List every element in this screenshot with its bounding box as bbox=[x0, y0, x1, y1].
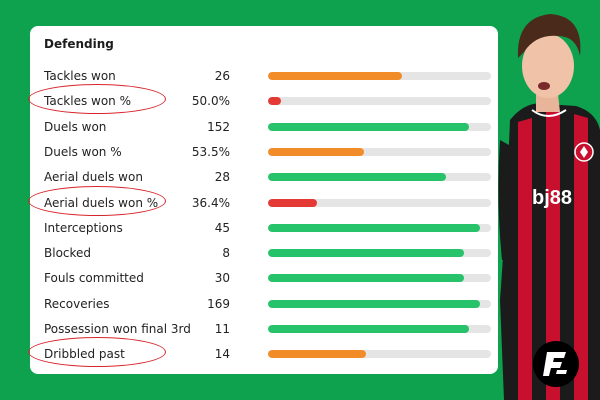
stat-bar-fill bbox=[268, 147, 364, 156]
stat-bar-track bbox=[268, 173, 491, 182]
stat-value: 152 bbox=[207, 119, 230, 134]
stat-bar-fill bbox=[268, 223, 480, 232]
stat-bar-track bbox=[268, 299, 491, 308]
stat-row: Duels won 152 bbox=[30, 117, 498, 139]
stat-row: Dribbled past 14 bbox=[28, 337, 498, 368]
stat-label: Fouls committed bbox=[44, 271, 144, 286]
stat-bar-track bbox=[268, 249, 491, 258]
stat-value: 45 bbox=[214, 220, 230, 235]
stat-bar-track bbox=[268, 274, 491, 283]
stat-value: 53.5% bbox=[191, 144, 230, 159]
stat-bar-fill bbox=[268, 198, 318, 207]
stat-row: Interceptions 45 bbox=[30, 218, 498, 240]
stat-row: Tackles won % 50.0% bbox=[28, 84, 498, 115]
stat-value: 14 bbox=[214, 347, 230, 362]
stat-row: Fouls committed 30 bbox=[30, 268, 498, 290]
stat-value: 11 bbox=[214, 322, 230, 336]
stat-bar-fill bbox=[268, 122, 469, 131]
stat-value: 50.0% bbox=[191, 94, 230, 109]
stat-bar-fill bbox=[268, 173, 447, 182]
highlight-ring bbox=[28, 337, 166, 368]
stat-bar-track bbox=[268, 325, 491, 333]
stat-value: 26 bbox=[214, 69, 230, 83]
stat-bar-track bbox=[268, 147, 491, 156]
stat-value: 28 bbox=[214, 170, 230, 185]
card-title: Defending bbox=[44, 37, 114, 51]
club-crest-icon bbox=[574, 142, 594, 162]
stat-value: 8 bbox=[222, 246, 230, 261]
stat-bar-track bbox=[268, 350, 491, 359]
player-photo: bj88 bbox=[498, 14, 600, 400]
stat-value: 36.4% bbox=[191, 195, 230, 210]
stat-bar-fill bbox=[268, 72, 402, 80]
stat-row: Aerial duels won % 36.4% bbox=[28, 185, 498, 216]
stat-row: Possession won final 3rd 11 bbox=[30, 319, 498, 341]
stat-label: Duels won % bbox=[44, 144, 122, 159]
shirt-sponsor: bj88 bbox=[532, 187, 572, 209]
stat-label: Recoveries bbox=[44, 296, 110, 311]
highlight-ring bbox=[28, 185, 166, 216]
stat-bar-fill bbox=[268, 350, 367, 359]
stat-value: 169 bbox=[207, 296, 230, 311]
stat-label: Interceptions bbox=[44, 220, 123, 235]
stat-label: Aerial duels won bbox=[44, 170, 143, 185]
brand-logo-icon bbox=[533, 341, 579, 387]
stat-label: Tackles won bbox=[44, 69, 116, 83]
stat-bar-fill bbox=[268, 299, 480, 308]
stat-bar-track bbox=[268, 198, 491, 207]
stat-row: Recoveries 169 bbox=[30, 294, 498, 316]
highlight-ring bbox=[28, 84, 166, 115]
stat-bar-fill bbox=[268, 249, 465, 258]
stat-value: 30 bbox=[214, 271, 230, 286]
stat-bar-fill bbox=[268, 97, 282, 106]
defending-stats-card: Defending Tackles won 26 Tackles won % 50.0… bbox=[28, 26, 498, 374]
stat-bar-track bbox=[268, 223, 491, 232]
stat-bar-track bbox=[268, 97, 491, 106]
stat-bar-fill bbox=[268, 325, 469, 333]
stat-bar-track bbox=[268, 72, 491, 80]
stat-row: Blocked 8 bbox=[30, 243, 498, 265]
stat-label: Possession won final 3rd bbox=[44, 322, 191, 336]
stat-row: Aerial duels won 28 bbox=[30, 167, 498, 189]
stat-bar-fill bbox=[268, 274, 465, 283]
stat-row: Tackles won 26 bbox=[30, 66, 498, 88]
stat-label: Duels won bbox=[44, 119, 107, 134]
stat-bar-track bbox=[268, 122, 491, 131]
stat-label: Blocked bbox=[44, 246, 92, 261]
stat-row: Duels won % 53.5% bbox=[30, 142, 498, 164]
